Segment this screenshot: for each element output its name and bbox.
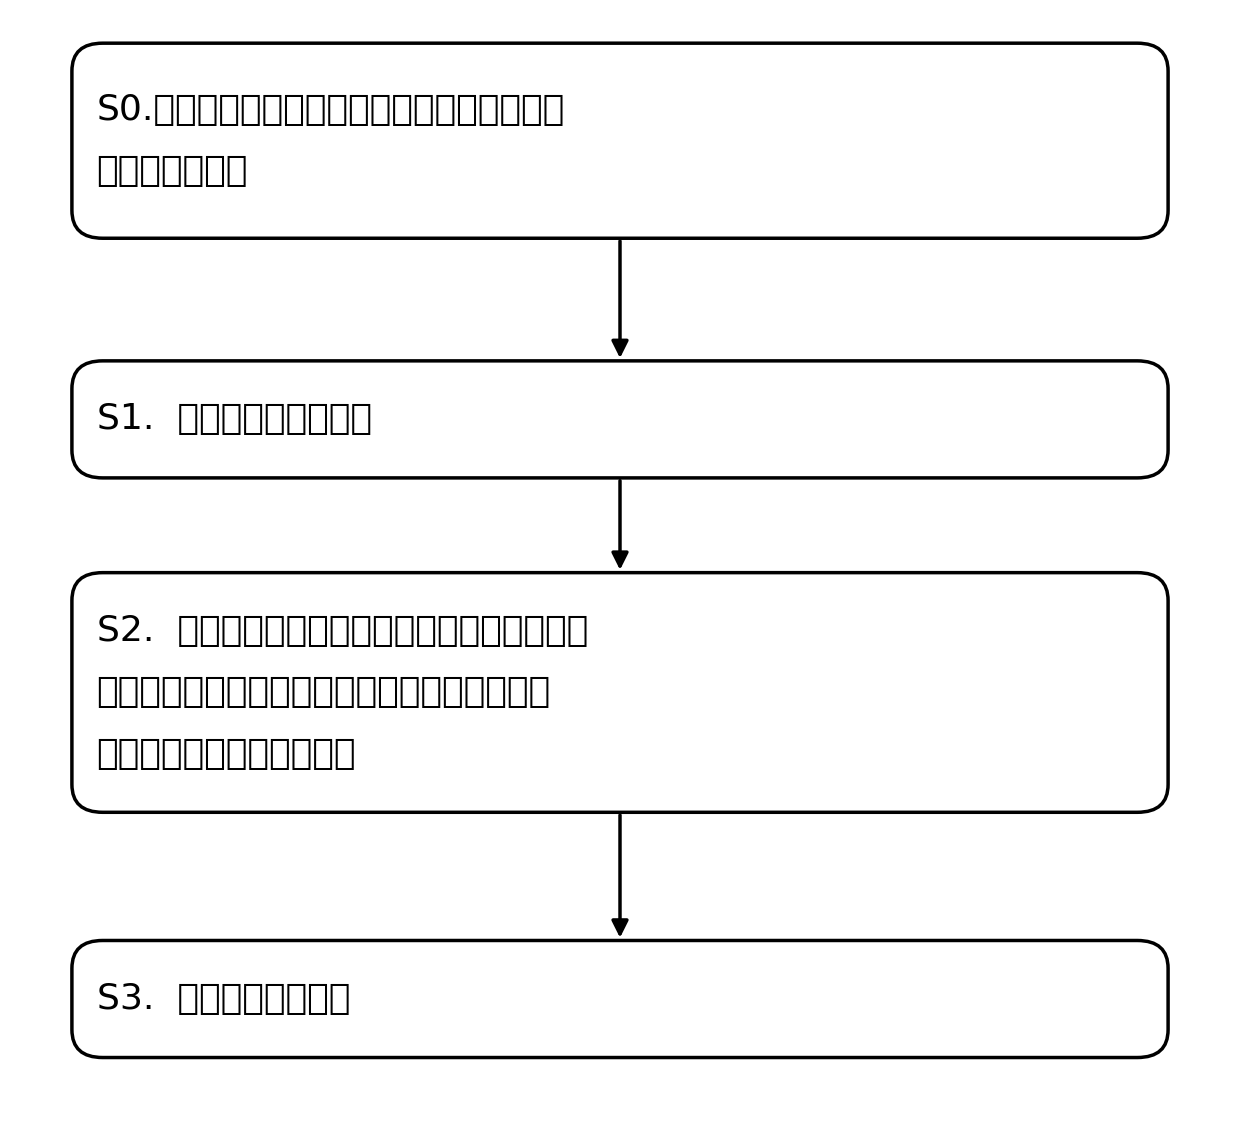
FancyBboxPatch shape — [72, 573, 1168, 812]
Text: 并上传指纹信息: 并上传指纹信息 — [97, 154, 248, 189]
Text: S0.安装指纹识别检测模块于方向盘，用于采集: S0.安装指纹识别检测模块于方向盘，用于采集 — [97, 93, 564, 127]
FancyBboxPatch shape — [72, 360, 1168, 478]
Text: 述指纹信息对应的控制信息: 述指纹信息对应的控制信息 — [97, 737, 356, 770]
FancyBboxPatch shape — [72, 940, 1168, 1058]
Text: S2.  检测所述指纹信息是否已存在，若是则调用: S2. 检测所述指纹信息是否已存在，若是则调用 — [97, 614, 588, 648]
FancyBboxPatch shape — [72, 43, 1168, 238]
Text: 已存在的控制信息，若否则不反应或者设置与所: 已存在的控制信息，若否则不反应或者设置与所 — [97, 675, 551, 710]
Text: S3.  执行所述控制信息: S3. 执行所述控制信息 — [97, 982, 350, 1016]
Text: S1.  采集并上传指纹信息: S1. 采集并上传指纹信息 — [97, 402, 372, 437]
